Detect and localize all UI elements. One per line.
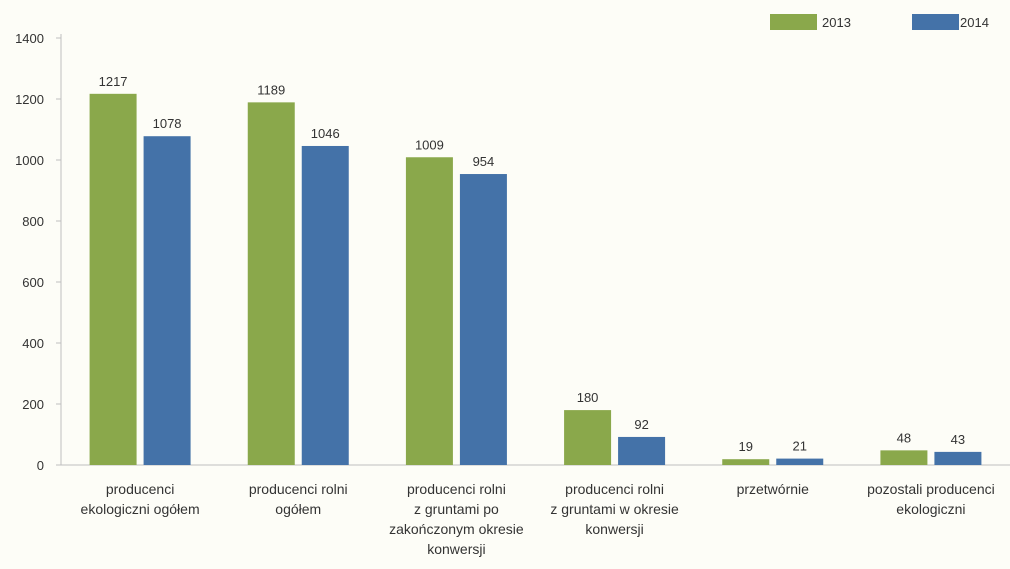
category-label-2: z gruntami po bbox=[414, 501, 499, 517]
data-label-2014-4: 21 bbox=[793, 439, 807, 454]
bars bbox=[89, 93, 982, 465]
legend-swatch-2014 bbox=[912, 14, 959, 30]
data-label-2013-5: 48 bbox=[897, 430, 911, 445]
data-label-2014-0: 1078 bbox=[153, 116, 182, 131]
category-label-2: konwersji bbox=[427, 541, 485, 557]
category-label-2: zakończonym okresie bbox=[389, 521, 524, 537]
category-label-2: producenci rolni bbox=[407, 481, 506, 497]
bar-2013-3 bbox=[564, 410, 612, 465]
bar-2014-5 bbox=[934, 451, 982, 465]
legend: 2013 2014 bbox=[770, 14, 989, 30]
bar-2014-2 bbox=[459, 174, 507, 465]
data-label-2013-0: 1217 bbox=[99, 74, 128, 89]
category-label-3: konwersji bbox=[585, 521, 643, 537]
data-label-2014-2: 954 bbox=[473, 154, 495, 169]
bar-2013-2 bbox=[405, 157, 453, 465]
category-label-5: pozostali producenci bbox=[867, 481, 995, 497]
category-label-1: producenci rolni bbox=[249, 481, 348, 497]
category-label-3: z gruntami w okresie bbox=[550, 501, 679, 517]
data-label-2014-1: 1046 bbox=[311, 126, 340, 141]
legend-label-2013: 2013 bbox=[822, 15, 851, 30]
category-label-3: producenci rolni bbox=[565, 481, 664, 497]
y-tick-label: 400 bbox=[22, 336, 44, 351]
category-label-4: przetwórnie bbox=[737, 481, 810, 497]
data-label-2013-2: 1009 bbox=[415, 137, 444, 152]
axes: 0 200 400 600 800 1000 1200 1400 bbox=[15, 31, 1010, 473]
bar-2013-1 bbox=[247, 102, 295, 465]
data-label-2014-3: 92 bbox=[634, 417, 648, 432]
bar-2013-5 bbox=[880, 450, 928, 465]
category-label-0: ekologiczni ogółem bbox=[81, 501, 200, 517]
bar-2014-1 bbox=[301, 145, 349, 465]
data-label-2013-4: 19 bbox=[739, 439, 753, 454]
bar-2013-4 bbox=[722, 459, 770, 465]
legend-label-2014: 2014 bbox=[960, 15, 989, 30]
y-tick-label: 1000 bbox=[15, 153, 44, 168]
y-tick-label: 0 bbox=[37, 458, 44, 473]
category-label-1: ogółem bbox=[275, 501, 321, 517]
legend-swatch-2013 bbox=[770, 14, 817, 30]
bar-2013-0 bbox=[89, 93, 137, 465]
data-label-2013-3: 180 bbox=[577, 390, 599, 405]
data-label-2013-1: 1189 bbox=[257, 82, 285, 97]
y-tick-label: 1400 bbox=[15, 31, 44, 46]
category-labels: producenci ekologiczni ogółem producenci r… bbox=[81, 481, 995, 557]
data-label-2014-5: 43 bbox=[951, 432, 965, 447]
bar-2014-0 bbox=[143, 136, 191, 465]
category-label-5: ekologiczni bbox=[896, 501, 965, 517]
data-labels: 1217 1078 1189 1046 1009 954 180 92 19 21 48 43 bbox=[99, 74, 966, 454]
bar-2014-4 bbox=[776, 458, 824, 465]
y-tick-label: 1200 bbox=[15, 92, 44, 107]
y-tick-label: 600 bbox=[22, 275, 44, 290]
y-tick-label: 800 bbox=[22, 214, 44, 229]
y-tick-label: 200 bbox=[22, 397, 44, 412]
category-label-0: producenci bbox=[106, 481, 175, 497]
bar-2014-3 bbox=[618, 436, 666, 465]
